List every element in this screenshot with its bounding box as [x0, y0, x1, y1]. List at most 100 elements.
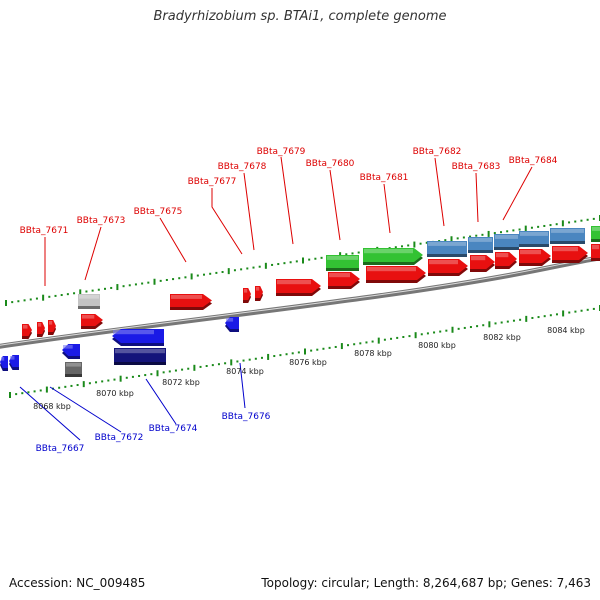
tick-mark [519, 318, 522, 321]
tick-mark [371, 340, 374, 343]
tick-mark [165, 278, 168, 281]
tick-mark [85, 290, 88, 293]
tick-mark [451, 326, 454, 333]
axis-coordinate-label: 8072 kbp [162, 378, 200, 387]
tick-mark [314, 257, 317, 260]
tick-mark [162, 371, 165, 374]
tick-mark [159, 279, 162, 282]
tick-mark [580, 219, 583, 222]
gene-label-bbta-7684: BBta_7684 [509, 156, 558, 166]
gene-feature-bbta-7674 [112, 329, 164, 346]
tick-mark [258, 265, 261, 268]
tick-mark [199, 365, 202, 368]
tick-mark [568, 221, 571, 224]
gene-feature [591, 244, 600, 261]
tick-mark [525, 315, 528, 322]
tick-mark [518, 228, 521, 231]
gene-feature-bbta-7667 [0, 356, 8, 371]
label-leader-line [243, 172, 255, 251]
tick-mark [347, 344, 350, 347]
tick-mark [144, 374, 147, 377]
tick-mark [592, 307, 595, 310]
tick-mark [248, 358, 251, 361]
tick-mark [29, 298, 32, 301]
tick-mark [58, 386, 61, 389]
tick-mark [242, 359, 245, 362]
tick-mark [203, 273, 205, 276]
tick-mark [537, 316, 540, 319]
tick-mark [359, 342, 362, 345]
tick-mark [316, 348, 319, 351]
tick-mark [506, 230, 509, 233]
gene-feature [65, 362, 82, 377]
gene-feature-bbta-7681 [363, 248, 423, 265]
gene-label-bbta-7677: BBta_7677 [188, 177, 237, 187]
tick-mark [396, 336, 399, 339]
tick-mark [425, 241, 428, 244]
tick-mark [252, 266, 255, 269]
tick-mark [401, 245, 403, 248]
tick-mark [181, 368, 184, 371]
tick-mark [310, 349, 313, 352]
genome-summary: Topology: circular; Length: 8,264,687 bp… [261, 576, 591, 590]
tick-mark [70, 384, 73, 387]
gene-label-bbta-7682: BBta_7682 [413, 147, 462, 157]
tick-mark [153, 278, 156, 285]
tick-mark [488, 321, 491, 328]
tick-mark [60, 294, 63, 297]
tick-mark [561, 220, 564, 227]
tick-mark [377, 337, 380, 344]
gene-feature [519, 249, 551, 266]
tick-mark [328, 346, 331, 349]
label-leader-line [159, 217, 187, 263]
tick-mark [45, 386, 48, 393]
tick-mark [21, 392, 24, 395]
gene-feature-bbta-7672 [62, 344, 80, 359]
tick-mark [345, 253, 348, 256]
tick-mark [97, 288, 100, 291]
tick-mark [178, 277, 181, 280]
tick-mark [134, 283, 137, 286]
tick-mark [413, 241, 416, 248]
tick-mark [476, 325, 479, 328]
tick-mark [273, 355, 276, 358]
tick-mark [586, 308, 589, 311]
gene-feature-bbta-7676 [225, 317, 239, 332]
axis-coordinate-label: 8070 kbp [96, 389, 134, 398]
tick-mark [64, 385, 67, 388]
label-leader-line [280, 156, 294, 245]
tick-mark [390, 337, 393, 340]
axis-coordinate-label: 8076 kbp [289, 358, 327, 367]
gene-label-bbta-7676: BBta_7676 [222, 412, 271, 422]
tick-mark [260, 356, 263, 359]
gene-label-bbta-7675: BBta_7675 [134, 207, 183, 217]
gene-label-bbta-7681: BBta_7681 [360, 173, 409, 183]
tick-mark [254, 357, 257, 360]
tick-mark [131, 375, 134, 378]
tick-mark [150, 373, 153, 376]
tick-mark [531, 316, 534, 319]
tick-mark [402, 336, 405, 338]
tick-mark [383, 338, 386, 341]
tick-mark [408, 335, 411, 338]
tick-mark [101, 380, 104, 383]
tick-mark [39, 389, 42, 392]
tick-mark [304, 348, 306, 355]
label-leader-line [49, 386, 122, 433]
tick-mark [23, 299, 26, 302]
label-leader-line [84, 226, 102, 281]
tick-mark [285, 353, 288, 356]
tick-mark [289, 261, 292, 264]
tick-mark [493, 232, 496, 235]
tick-mark [512, 319, 515, 322]
tick-mark [512, 229, 515, 232]
tick-mark [574, 310, 577, 313]
tick-mark [351, 252, 354, 255]
tick-mark [141, 282, 144, 285]
tick-mark [450, 236, 453, 243]
gene-label-bbta-7667: BBta_7667 [36, 444, 85, 454]
tick-mark [5, 300, 7, 306]
tick-mark [227, 268, 230, 275]
tick-mark [11, 301, 14, 304]
gene-feature [550, 228, 585, 244]
